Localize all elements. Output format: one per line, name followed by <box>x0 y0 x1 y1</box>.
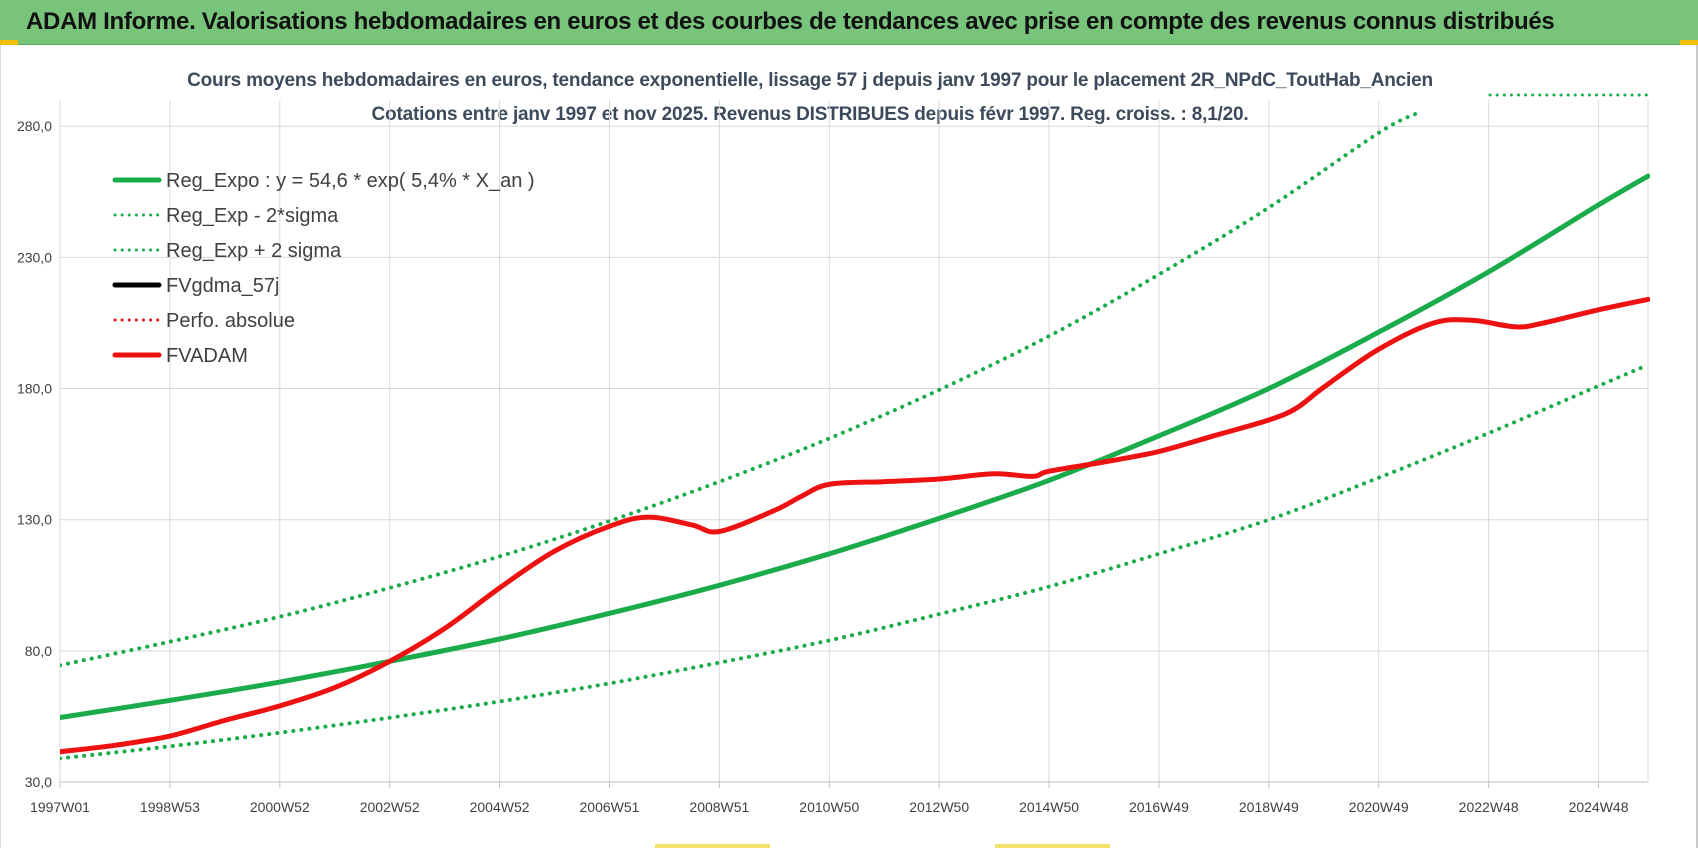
bottom-accent-bar <box>655 844 770 848</box>
y-tick-label: 30,0 <box>25 774 52 790</box>
series-line <box>60 362 1650 761</box>
x-tick-label: 2016W49 <box>1129 799 1189 815</box>
legend-label: Reg_Expo : y = 54,6 * exp( 5,4% * X_an ) <box>166 170 535 192</box>
series-line <box>60 296 1650 755</box>
chart-title: Cours moyens hebdomadaires en euros, ten… <box>187 70 1433 91</box>
x-tick-label: 2002W52 <box>360 799 420 815</box>
corner-marker-right <box>1680 40 1698 45</box>
report-banner: ADAM Informe. Valorisations hebdomadaire… <box>0 0 1698 45</box>
report-title: ADAM Informe. Valorisations hebdomadaire… <box>26 8 1555 35</box>
y-tick-label: 180,0 <box>17 381 52 397</box>
series-line <box>60 173 1650 720</box>
y-tick-label: 80,0 <box>25 643 52 659</box>
x-tick-label: 2006W51 <box>580 799 640 815</box>
x-tick-label: 2010W50 <box>799 799 859 815</box>
legend-label: FVgdma_57j <box>166 275 279 297</box>
y-tick-label: 280,0 <box>17 118 52 134</box>
x-tick-label: 2018W49 <box>1239 799 1299 815</box>
y-tick-label: 230,0 <box>17 249 52 265</box>
x-tick-label: 2022W48 <box>1459 799 1519 815</box>
x-tick-label: 2012W50 <box>909 799 969 815</box>
x-tick-label: 2020W49 <box>1349 799 1409 815</box>
x-tick-label: 2000W52 <box>250 799 310 815</box>
legend-label: Reg_Exp + 2 sigma <box>166 240 342 262</box>
x-tick-label: 1997W01 <box>30 799 90 815</box>
legend-label: FVADAM <box>166 345 248 367</box>
x-tick-label: 1998W53 <box>140 799 200 815</box>
x-tick-label: 2024W48 <box>1569 799 1629 815</box>
x-tick-label: 2008W51 <box>689 799 749 815</box>
x-tick-label: 2014W50 <box>1019 799 1079 815</box>
legend-label: Perfo. absolue <box>166 310 295 332</box>
series-line <box>60 111 1420 668</box>
y-tick-label: 130,0 <box>17 512 52 528</box>
chart-frame <box>0 45 1698 848</box>
bottom-accent-bar <box>995 844 1110 848</box>
x-tick-label: 2004W52 <box>470 799 530 815</box>
corner-marker-left <box>0 40 18 45</box>
legend-label: Reg_Exp - 2*sigma <box>166 205 339 227</box>
chart-subtitle: Cotations entre janv 1997 et nov 2025. R… <box>371 104 1249 125</box>
